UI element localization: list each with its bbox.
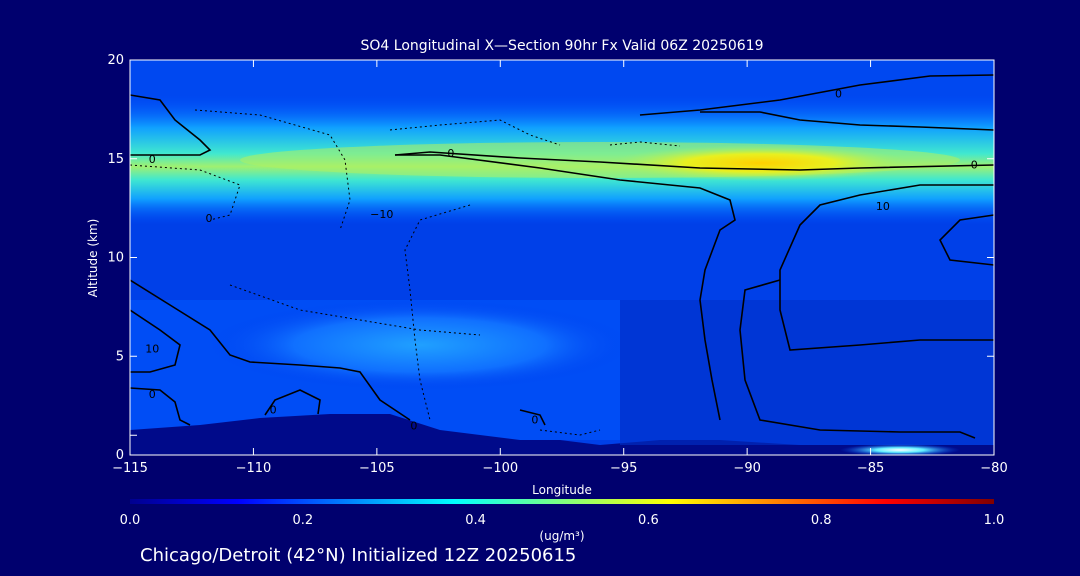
x-axis: −115 −110 −105 −100 −95 −90 −85 −80 bbox=[112, 60, 1008, 476]
colorbar-tick-label: 0.8 bbox=[811, 513, 832, 528]
contour-label: 0 bbox=[149, 153, 156, 166]
contour-ten-east bbox=[779, 184, 994, 351]
y-tick-label: 5 bbox=[116, 349, 124, 364]
midlevel-plume bbox=[210, 300, 630, 390]
colorbar-tick-label: 0.6 bbox=[638, 513, 659, 528]
east-lowlevel-region bbox=[620, 300, 994, 445]
contour-label: 0 bbox=[531, 413, 538, 426]
y-axis: 0 5 10 15 20 bbox=[107, 53, 994, 463]
colorbar-ramp bbox=[130, 499, 994, 504]
colorbar: 0.0 0.2 0.4 0.6 0.8 1.0 (ug/m³) bbox=[120, 499, 1005, 543]
contour-neg-lower bbox=[229, 284, 481, 336]
x-tick-label: −110 bbox=[236, 461, 272, 476]
contour-neg-mid bbox=[389, 119, 561, 146]
contour-label: 0 bbox=[205, 212, 212, 225]
contour-band-drop bbox=[395, 154, 736, 421]
x-tick-label: −80 bbox=[980, 461, 1007, 476]
contour-label: 0 bbox=[971, 159, 978, 172]
contour-neg-right bbox=[609, 141, 681, 147]
contour-label: −10 bbox=[370, 208, 393, 221]
contour-lines-dashed bbox=[130, 109, 681, 436]
x-tick-label: −95 bbox=[610, 461, 637, 476]
contour-zero-top-right bbox=[639, 74, 994, 116]
colorbar-ticks: 0.0 0.2 0.4 0.6 0.8 1.0 bbox=[120, 513, 1005, 528]
contour-zero-upper-left bbox=[130, 94, 212, 156]
contour-label: 10 bbox=[145, 342, 159, 355]
y-axis-label: Altitude (km) bbox=[86, 219, 100, 298]
x-tick-label: −85 bbox=[857, 461, 884, 476]
ground-plume bbox=[840, 444, 960, 455]
x-tick-label: −115 bbox=[112, 461, 148, 476]
y-tick-label: 20 bbox=[107, 53, 124, 68]
colorbar-tick-label: 0.2 bbox=[292, 513, 313, 528]
contour-west-lower bbox=[130, 309, 181, 373]
contour-lines bbox=[130, 74, 994, 439]
contour-west-surface bbox=[130, 387, 191, 426]
colorbar-unit-label: (ug/m³) bbox=[539, 529, 584, 543]
contour-ten-eastmost bbox=[939, 214, 994, 266]
x-tick-label: −105 bbox=[359, 461, 395, 476]
contour-label: 0 bbox=[149, 388, 156, 401]
plot-area: 0 0 −10 0 10 0 0 10 0 0 0 0 bbox=[130, 60, 994, 455]
contour-label: 0 bbox=[835, 88, 842, 101]
footer-caption: Chicago/Detroit (42°N) Initialized 12Z 2… bbox=[140, 545, 576, 566]
contour-neg-west bbox=[130, 164, 241, 221]
contour-label: 10 bbox=[876, 200, 890, 213]
colorbar-tick-label: 0.4 bbox=[465, 513, 486, 528]
colorbar-tick-label: 1.0 bbox=[984, 513, 1005, 528]
contour-zero-band bbox=[394, 151, 994, 171]
contour-label: 0 bbox=[447, 147, 454, 160]
chart-title: SO4 Longitudinal X—Section 90hr Fx Valid… bbox=[361, 38, 764, 54]
y-tick-label: 15 bbox=[107, 152, 124, 167]
contour-labels: 0 0 −10 0 10 0 0 10 0 0 0 0 bbox=[145, 88, 978, 433]
contour-hill bbox=[264, 389, 321, 416]
x-tick-label: −90 bbox=[733, 461, 760, 476]
contour-ridge bbox=[519, 409, 546, 426]
contour-lower-east bbox=[739, 279, 976, 439]
contour-neg-surface bbox=[539, 429, 601, 436]
contour-west-low bbox=[130, 279, 411, 421]
contour-ten-right bbox=[700, 111, 994, 131]
contour-label: 0 bbox=[270, 404, 277, 417]
contour-neg-center bbox=[404, 204, 471, 421]
y-tick-label: 0 bbox=[116, 448, 124, 463]
colorbar-tick-label: 0.0 bbox=[120, 513, 141, 528]
contour-label: 0 bbox=[410, 419, 417, 432]
x-axis-label: Longitude bbox=[532, 483, 592, 497]
band-hotspot bbox=[610, 145, 910, 181]
y-tick-label: 10 bbox=[107, 251, 124, 266]
x-tick-label: −100 bbox=[482, 461, 518, 476]
